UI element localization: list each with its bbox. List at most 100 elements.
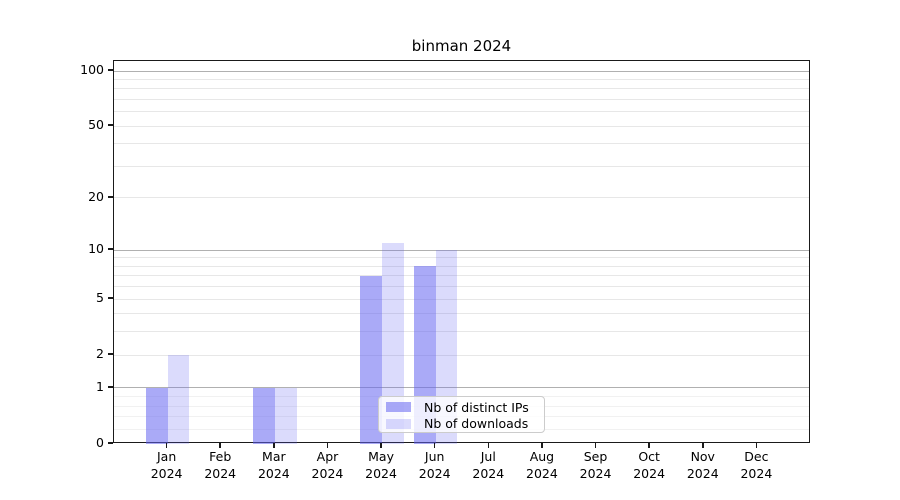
x-tick-jul bbox=[487, 443, 490, 448]
y-tick-1 bbox=[108, 386, 113, 388]
month-label: May bbox=[368, 449, 394, 464]
y-tick-label-5: 5 bbox=[96, 290, 104, 306]
x-tick-label-feb: Feb 2024 bbox=[192, 449, 248, 482]
chart-title: binman 2024 bbox=[411, 37, 512, 55]
bar-downloads-may bbox=[382, 243, 404, 444]
year-label: 2024 bbox=[204, 465, 237, 481]
bar-ips-may bbox=[360, 275, 383, 444]
plot-area bbox=[113, 60, 810, 444]
year-label: 2024 bbox=[365, 465, 397, 481]
month-label: Sep bbox=[583, 449, 608, 464]
gridline-minor-3 bbox=[114, 331, 809, 333]
x-tick-apr bbox=[326, 443, 329, 448]
gridline-minor-60 bbox=[114, 111, 809, 113]
x-tick-oct bbox=[648, 443, 650, 448]
y-tick-label-10: 10 bbox=[88, 241, 104, 257]
gridline-major-1 bbox=[114, 387, 809, 389]
y-tick-20 bbox=[108, 196, 113, 198]
y-tick-label-1: 1 bbox=[96, 378, 104, 394]
gridline-minor-2 bbox=[114, 354, 809, 356]
y-tick-label-2: 2 bbox=[96, 346, 104, 362]
month-label: Dec bbox=[744, 449, 769, 464]
year-label: 2024 bbox=[526, 465, 558, 481]
gridline-minor-80 bbox=[114, 88, 809, 90]
y-tick-100 bbox=[108, 69, 113, 71]
x-tick-jan bbox=[165, 443, 168, 448]
gridline-minor-8 bbox=[114, 265, 809, 267]
gridline-minor-70 bbox=[114, 98, 809, 100]
bar-downloads-jan bbox=[167, 355, 190, 444]
x-tick-label-sep: Sep 2024 bbox=[568, 449, 624, 482]
gridline-minor-7 bbox=[114, 275, 809, 277]
x-tick-mar bbox=[273, 443, 275, 448]
legend-swatch-distinct-ips bbox=[386, 402, 411, 413]
y-tick-2 bbox=[108, 353, 113, 355]
legend: Nb of distinct IPs Nb of downloads bbox=[378, 396, 545, 433]
month-label: Jun bbox=[424, 449, 445, 464]
month-label: Jan bbox=[156, 449, 177, 464]
year-label: 2024 bbox=[686, 465, 719, 481]
y-tick-5 bbox=[108, 297, 113, 299]
legend-label-downloads: Nb of downloads bbox=[424, 416, 529, 432]
y-tick-label-100: 100 bbox=[80, 62, 104, 77]
legend-swatch-downloads bbox=[386, 418, 411, 429]
y-tick-10 bbox=[108, 248, 113, 250]
bar-downloads-mar bbox=[274, 387, 297, 444]
x-tick-label-aug: Aug 2024 bbox=[514, 449, 570, 482]
x-tick-label-apr: Apr 2024 bbox=[299, 449, 355, 482]
gridline-minor-5 bbox=[114, 298, 809, 300]
x-tick-dec bbox=[755, 443, 758, 448]
y-tick-50 bbox=[108, 124, 113, 126]
gridline-minor-30 bbox=[114, 165, 809, 167]
month-label: Oct bbox=[638, 449, 660, 464]
y-tick-label-0: 0 bbox=[96, 435, 104, 450]
x-tick-nov bbox=[702, 443, 704, 448]
x-tick-jun bbox=[433, 443, 436, 448]
gridline-minor-4 bbox=[114, 313, 809, 315]
x-tick-label-dec: Dec 2024 bbox=[728, 449, 784, 482]
gridline-minor-50 bbox=[114, 125, 809, 127]
month-label: Jul bbox=[480, 449, 496, 464]
y-tick-label-20: 20 bbox=[88, 188, 104, 204]
year-label: 2024 bbox=[740, 465, 773, 481]
year-label: 2024 bbox=[257, 465, 290, 481]
bar-ips-jan bbox=[145, 387, 168, 444]
x-tick-feb bbox=[219, 443, 221, 448]
month-label: Feb bbox=[209, 449, 232, 464]
month-label: Apr bbox=[316, 449, 339, 464]
month-label: Mar bbox=[262, 449, 286, 464]
legend-row-distinct-ips: Nb of distinct IPs bbox=[386, 399, 544, 416]
year-label: 2024 bbox=[150, 465, 183, 481]
x-tick-label-mar: Mar 2024 bbox=[246, 449, 302, 482]
gridline-minor-90 bbox=[114, 78, 809, 80]
x-tick-aug bbox=[541, 443, 543, 448]
month-label: Aug bbox=[529, 449, 555, 464]
legend-label-distinct-ips: Nb of distinct IPs bbox=[424, 399, 529, 415]
gridline-minor-40 bbox=[114, 143, 809, 145]
x-tick-label-jan: Jan 2024 bbox=[139, 449, 195, 482]
gridline-minor-20 bbox=[114, 197, 809, 199]
y-tick-0 bbox=[108, 442, 113, 444]
bar-downloads-jun bbox=[435, 250, 458, 444]
gridline-major-100 bbox=[114, 70, 809, 72]
x-tick-label-jul: Jul 2024 bbox=[460, 449, 516, 482]
x-tick-sep bbox=[594, 443, 597, 448]
month-label: Nov bbox=[690, 449, 715, 464]
gridline-minor-6 bbox=[114, 286, 809, 288]
year-label: 2024 bbox=[418, 465, 451, 481]
x-tick-label-may: May 2024 bbox=[353, 449, 409, 482]
gridline-major-10 bbox=[114, 249, 809, 251]
x-tick-may bbox=[380, 443, 382, 448]
year-label: 2024 bbox=[579, 465, 612, 481]
gridline-minor-9 bbox=[114, 257, 809, 259]
x-tick-label-jun: Jun 2024 bbox=[407, 449, 463, 482]
year-label: 2024 bbox=[633, 465, 666, 481]
x-tick-label-nov: Nov 2024 bbox=[675, 449, 731, 482]
year-label: 2024 bbox=[472, 465, 505, 481]
bar-ips-mar bbox=[253, 387, 275, 444]
x-tick-label-oct: Oct 2024 bbox=[621, 449, 677, 482]
legend-row-downloads: Nb of downloads bbox=[386, 416, 544, 433]
y-tick-label-50: 50 bbox=[88, 117, 104, 133]
year-label: 2024 bbox=[311, 465, 344, 481]
